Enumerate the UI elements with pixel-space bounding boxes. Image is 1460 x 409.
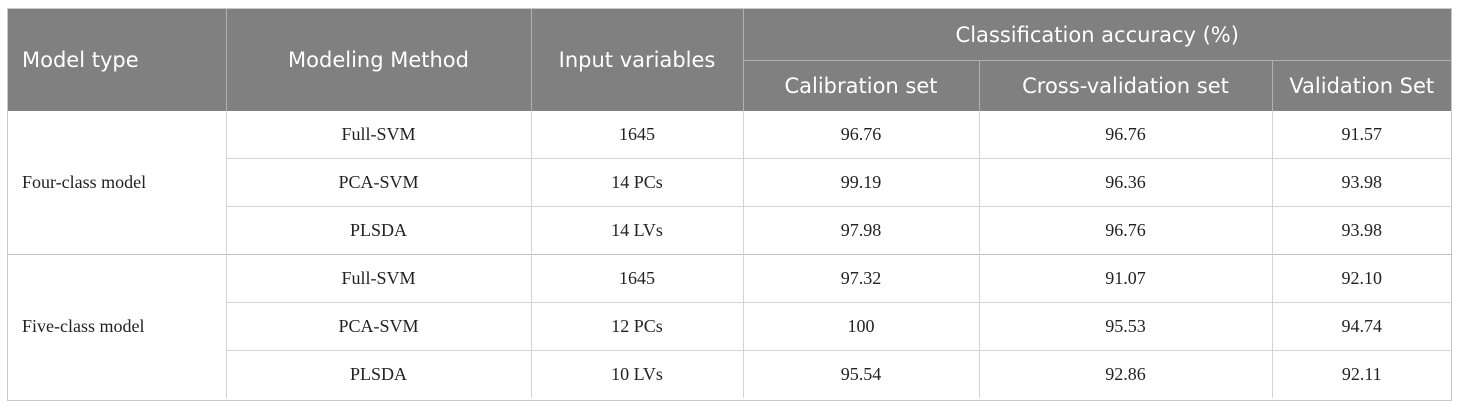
table-cell: 92.86 [978, 350, 1272, 398]
table-row: PCA-SVM 14 PCs 99.19 96.36 93.98 [8, 158, 1451, 207]
table-cell: Full-SVM [225, 111, 531, 159]
table-cell: 96.76 [742, 111, 979, 159]
table-cell: 97.98 [742, 206, 979, 255]
table-cell: 14 LVs [530, 206, 743, 255]
table-cell: 100 [742, 302, 979, 351]
table-cell: 96.36 [978, 158, 1272, 207]
table-header: Model type Modeling Method Input variabl… [8, 9, 1451, 111]
header-cell: Input variables [530, 9, 743, 111]
header-row: Model type Modeling Method Input variabl… [8, 9, 1451, 111]
table-cell: PLSDA [225, 206, 531, 255]
header-row: Calibration set Cross-validation set Valid… [8, 60, 1451, 111]
table-cell: 91.57 [1271, 111, 1451, 159]
header-cell: Validation Set [1271, 60, 1451, 111]
table-body: Four-class model Full-SVM 1645 96.76 96.76 91… [8, 111, 1451, 398]
table-row: Five-class model Full-SVM 1645 97.32 91.07 92… [8, 254, 1451, 398]
header-cell: Cross-validation set [978, 60, 1272, 111]
group-label-cell: Four-class model [22, 172, 147, 192]
table-cell: 95.53 [978, 302, 1272, 351]
table-row: PLSDA 14 LVs 97.98 96.76 93.98 [8, 206, 1451, 255]
table-cell: 96.76 [978, 111, 1272, 159]
table-cell: PCA-SVM [225, 158, 531, 207]
table-cell: PCA-SVM [225, 302, 531, 351]
table-cell: 94.74 [1271, 302, 1451, 351]
table-cell: 99.19 [742, 158, 979, 207]
table-cell: 1645 [530, 111, 743, 159]
table-cell: 95.54 [742, 350, 979, 398]
table-cell: 14 PCs [530, 158, 743, 207]
results-table: Model type Modeling Method Input variabl… [8, 9, 1451, 398]
table-cell: Full-SVM [225, 254, 531, 303]
header-cell: Model type [8, 9, 226, 111]
table-cell: 92.10 [1271, 254, 1451, 303]
table-cell: 91.07 [978, 254, 1272, 303]
table-cell: 92.11 [1271, 350, 1451, 398]
header-cell: Modeling Method [225, 9, 531, 111]
group-label-cell: Five-class model [8, 254, 226, 398]
table-cell: 93.98 [1271, 206, 1451, 255]
table-row: PCA-SVM 12 PCs 100 95.53 94.74 [8, 302, 1451, 351]
table-cell: 96.76 [978, 206, 1272, 255]
table-cell: 93.98 [1271, 158, 1451, 207]
table-row: PLSDA 10 LVs 95.54 92.86 92.11 [8, 350, 1451, 398]
header-group-cell: Classification accuracy (%) [742, 9, 1451, 61]
table-cell: 1645 [530, 254, 743, 303]
table-container: Model type Modeling Method Input variabl… [7, 8, 1452, 401]
table-cell: 10 LVs [530, 350, 743, 398]
table-row: Four-class model Full-SVM 1645 96.76 96.76 91… [8, 111, 1451, 192]
table-cell: 12 PCs [530, 302, 743, 351]
table-cell: PLSDA [225, 350, 531, 398]
header-cell: Calibration set [742, 60, 979, 111]
table-cell: 97.32 [742, 254, 979, 303]
